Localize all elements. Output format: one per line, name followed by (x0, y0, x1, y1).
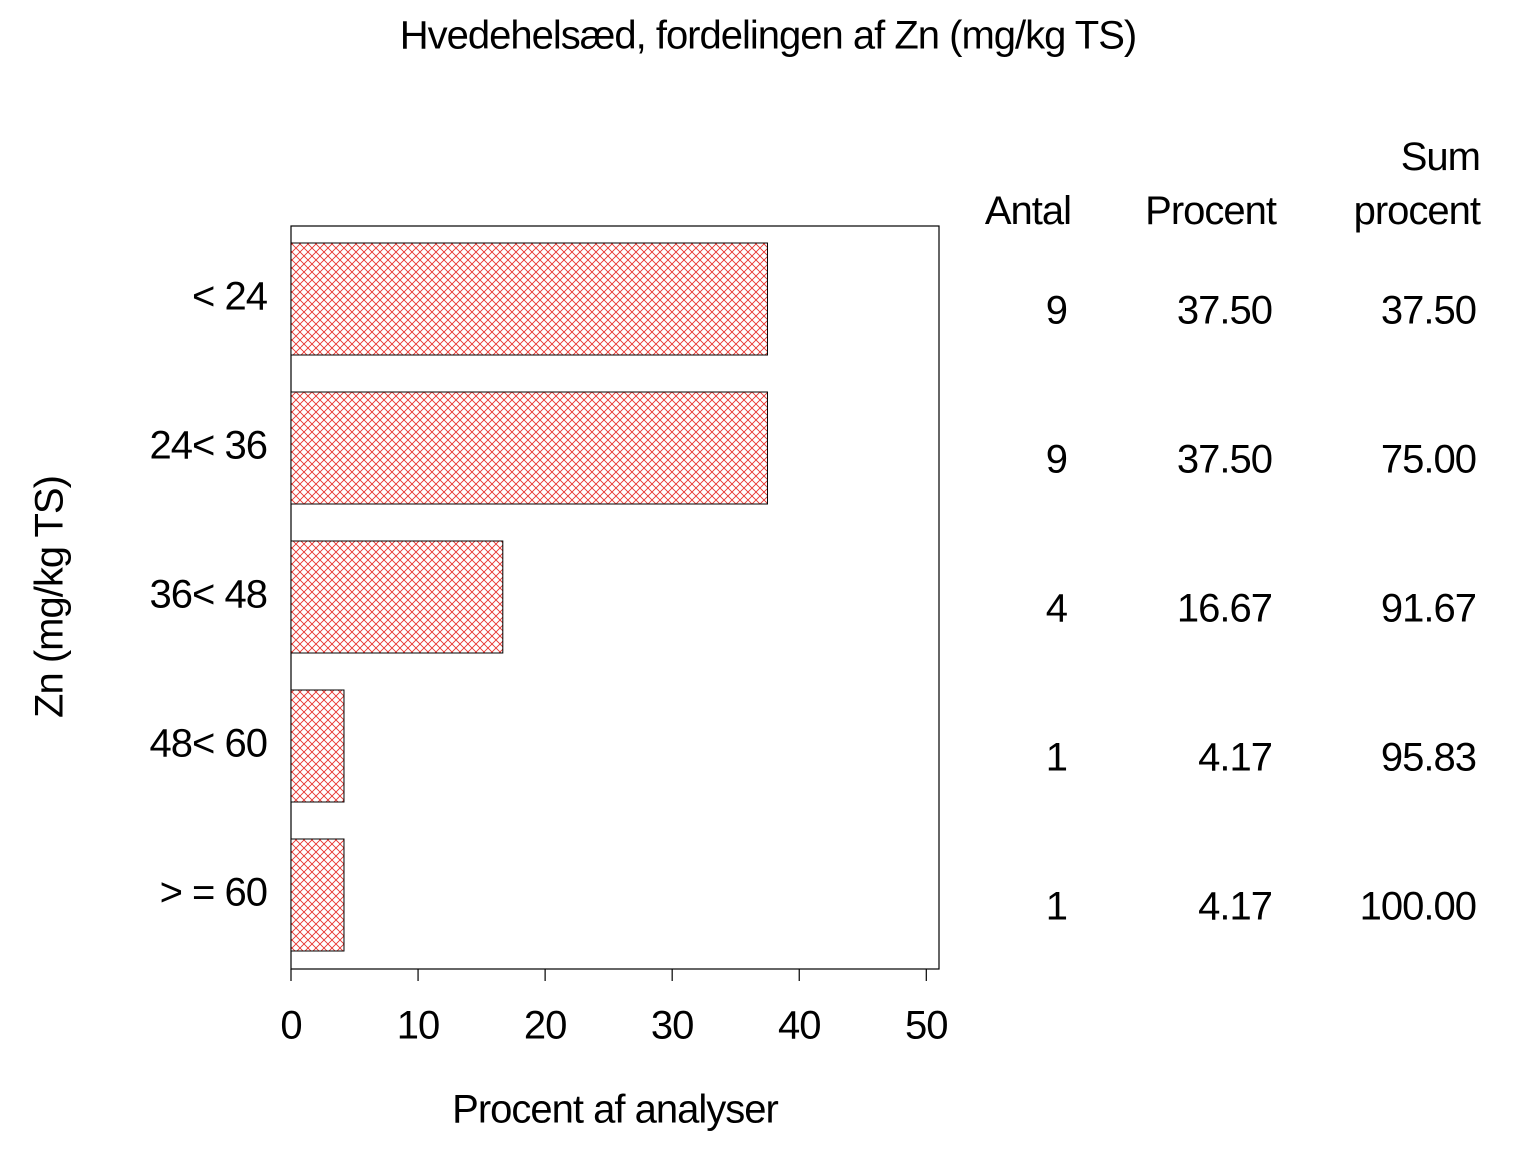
table-count: 1 (1046, 885, 1067, 929)
bar (290, 838, 345, 952)
y-axis-label: Zn (mg/kg TS) (28, 476, 72, 718)
table-percent: 16.67 (1177, 587, 1272, 631)
table-count: 9 (1046, 289, 1067, 333)
x-axis-label: Procent af analyser (452, 1088, 778, 1132)
table-percent: 4.17 (1198, 885, 1272, 929)
table-cumulative: 75.00 (1381, 438, 1476, 482)
table-count: 1 (1046, 736, 1067, 780)
bar (290, 391, 768, 505)
y-tick-label: 36< 48 (150, 573, 267, 617)
table-count: 9 (1046, 438, 1067, 482)
table-cumulative: 100.00 (1360, 885, 1476, 929)
table-header: Procent (1076, 128, 1277, 238)
table-cumulative: 91.67 (1381, 587, 1476, 631)
table-header-text: Antal (984, 189, 1072, 233)
table-percent: 37.50 (1177, 438, 1272, 482)
y-tick-label: 24< 36 (150, 424, 267, 468)
x-tick-label: 20 (524, 1004, 567, 1048)
table-header-text: Sum procent (1353, 135, 1481, 233)
x-tick-label: 10 (397, 1004, 440, 1048)
x-tick-label: 30 (651, 1004, 694, 1048)
table-percent: 4.17 (1198, 736, 1272, 780)
bar (290, 540, 504, 654)
table-percent: 37.50 (1177, 289, 1272, 333)
table-cumulative: 95.83 (1381, 736, 1476, 780)
bar (290, 242, 768, 356)
y-tick-label: 48< 60 (150, 722, 267, 766)
chart-title: Hvedehelsæd, fordelingen af Zn (mg/kg TS… (400, 14, 1136, 58)
x-tick-label: 50 (905, 1004, 948, 1048)
y-tick-label: < 24 (192, 275, 268, 319)
table-header: Sum procent (1320, 128, 1481, 238)
table-cumulative: 37.50 (1381, 289, 1476, 333)
table-count: 4 (1046, 587, 1068, 631)
bar (290, 689, 345, 803)
x-tick-label: 40 (778, 1004, 821, 1048)
y-tick-label: > = 60 (160, 871, 267, 915)
x-tick-label: 0 (280, 1004, 301, 1048)
table-header-text: Procent (1145, 189, 1277, 233)
table-header: Antal (871, 128, 1072, 238)
